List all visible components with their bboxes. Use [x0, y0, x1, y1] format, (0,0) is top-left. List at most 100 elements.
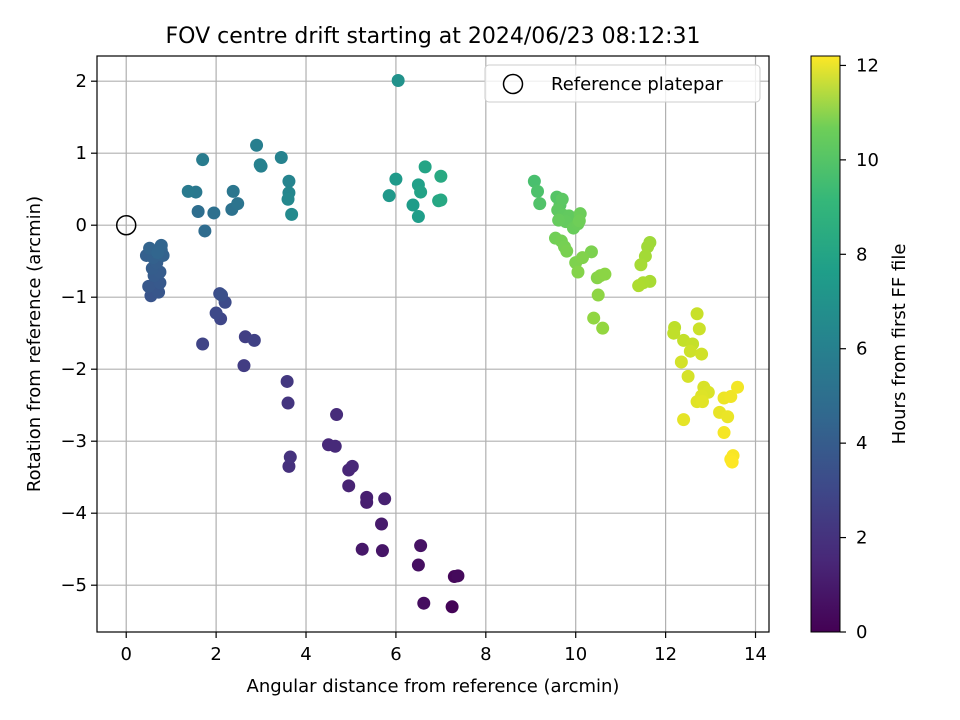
y-tick-label: 2 — [76, 71, 87, 92]
data-point — [731, 380, 745, 394]
data-point — [434, 193, 448, 207]
data-point — [418, 160, 432, 174]
colorbar-tick-label: 2 — [856, 528, 867, 549]
data-point — [572, 214, 586, 228]
data-point — [632, 279, 646, 293]
data-point — [342, 479, 356, 493]
data-point — [411, 558, 425, 572]
data-point — [330, 408, 344, 422]
data-point — [451, 569, 465, 583]
y-tick-label: 0 — [76, 215, 87, 236]
x-tick-label: 4 — [300, 644, 311, 665]
data-point — [375, 517, 389, 531]
colorbar-label: Hours from first FF file — [889, 244, 910, 445]
x-tick-label: 2 — [210, 644, 221, 665]
data-point — [281, 192, 295, 206]
reference-marker — [115, 214, 137, 236]
data-point — [345, 459, 359, 473]
x-tick-label: 12 — [654, 644, 677, 665]
data-point — [414, 185, 428, 199]
y-axis-ticks: 2 1 0 −1 −2 −3 −4 −5 — [60, 71, 97, 596]
data-point — [725, 455, 739, 469]
legend-label: Reference platepar — [551, 74, 723, 95]
data-point — [571, 265, 585, 279]
colorbar-tick-label: 4 — [856, 433, 867, 454]
colorbar-gradient — [810, 55, 841, 633]
x-tick-label: 8 — [480, 644, 491, 665]
x-axis-label: Angular distance from reference (arcmin) — [247, 676, 620, 697]
reference-point — [115, 214, 137, 236]
x-tick-label: 0 — [120, 644, 131, 665]
data-points — [139, 73, 745, 614]
data-point — [533, 197, 547, 211]
data-point — [406, 198, 420, 212]
data-point — [181, 184, 195, 198]
x-tick-label: 14 — [744, 644, 767, 665]
data-point — [209, 306, 223, 320]
data-point — [417, 596, 431, 610]
data-point — [198, 224, 212, 238]
data-point — [555, 192, 569, 206]
data-point — [378, 492, 392, 506]
y-tick-label: −3 — [60, 431, 87, 452]
data-point — [667, 326, 681, 340]
data-point — [375, 544, 389, 558]
data-point — [226, 184, 240, 198]
data-point — [391, 73, 405, 87]
data-point — [674, 355, 688, 369]
legend: Reference platepar — [484, 64, 761, 103]
data-point — [274, 151, 288, 165]
y-tick-label: −1 — [60, 287, 87, 308]
data-point — [360, 490, 374, 504]
data-point — [552, 213, 566, 227]
colorbar-ticks: 0 2 4 6 8 10 12 — [840, 55, 879, 643]
data-point — [414, 539, 428, 553]
data-point — [282, 174, 296, 188]
data-point — [207, 206, 221, 220]
data-point — [717, 426, 731, 440]
colorbar-tick-label: 0 — [856, 622, 867, 643]
data-point — [721, 410, 735, 424]
data-point — [445, 600, 459, 614]
colorbar: 0 2 4 6 8 10 12 Hours from first FF file — [810, 55, 910, 643]
data-point — [598, 267, 612, 281]
y-tick-label: −2 — [60, 359, 87, 380]
data-point — [355, 542, 369, 556]
data-point — [634, 258, 648, 272]
legend-marker — [502, 73, 524, 95]
data-point — [591, 288, 605, 302]
x-tick-label: 6 — [390, 644, 401, 665]
data-point — [389, 172, 403, 186]
data-point — [596, 321, 610, 335]
data-point — [692, 322, 706, 336]
plot-frame — [96, 55, 770, 633]
data-point — [531, 184, 545, 198]
data-point — [434, 169, 448, 183]
colorbar-tick-label: 10 — [856, 150, 879, 171]
y-tick-label: −4 — [60, 503, 87, 524]
y-tick-label: −5 — [60, 575, 87, 596]
data-point — [382, 189, 396, 203]
chart-title: FOV centre drift starting at 2024/06/23 … — [166, 24, 701, 49]
data-point — [196, 153, 210, 167]
data-point — [411, 210, 425, 224]
colorbar-tick-label: 12 — [856, 55, 879, 76]
y-tick-label: 1 — [76, 143, 87, 164]
data-point — [253, 158, 267, 172]
data-point — [587, 311, 601, 325]
data-point — [695, 347, 709, 361]
data-point — [560, 244, 574, 258]
data-point — [237, 359, 251, 373]
data-point — [695, 395, 709, 409]
colorbar-tick-label: 8 — [856, 244, 867, 265]
data-point — [683, 344, 697, 358]
data-point — [191, 205, 205, 219]
legend-box — [484, 64, 761, 103]
y-axis-label: Rotation from reference (arcmin) — [24, 196, 45, 492]
data-point — [690, 307, 704, 321]
x-axis-ticks: 0 2 4 6 8 10 12 14 — [120, 632, 767, 665]
colorbar-tick-label: 6 — [856, 339, 867, 360]
data-point — [285, 207, 299, 221]
x-tick-label: 10 — [564, 644, 587, 665]
